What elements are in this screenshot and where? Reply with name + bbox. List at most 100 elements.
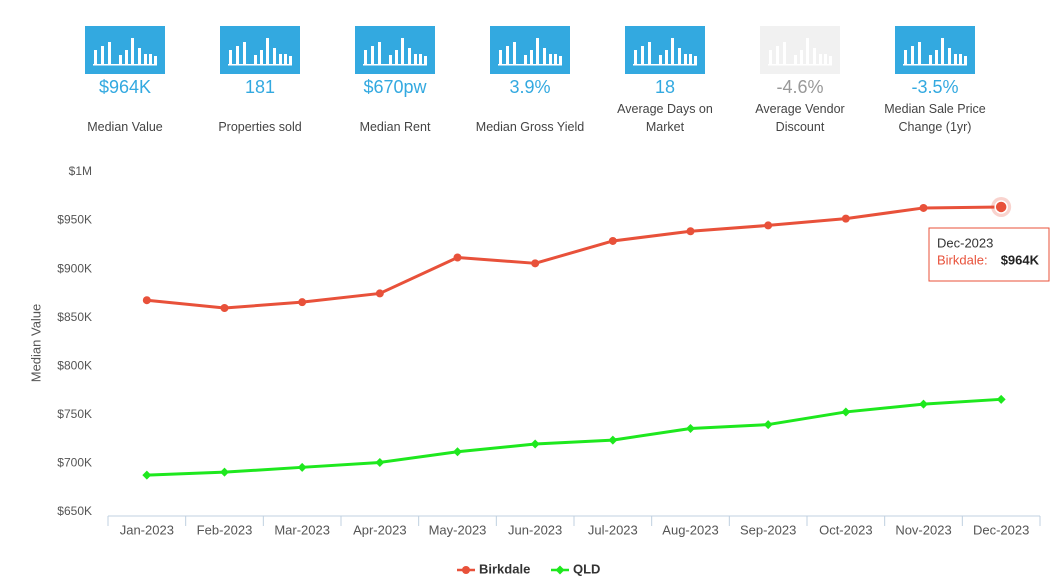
- icon-bar: [948, 48, 951, 64]
- stat-value: 3.9%: [509, 77, 551, 97]
- point: [375, 289, 384, 298]
- stat-value: $964K: [98, 77, 152, 97]
- icon-bar: [536, 38, 539, 64]
- icon-bar: [689, 54, 692, 64]
- icon-bar: [684, 54, 687, 64]
- x-tick-label: Jun-2023: [508, 522, 562, 537]
- icon-bar: [408, 48, 411, 64]
- y-tick-label: $850K: [57, 310, 92, 324]
- stat-icon: [760, 26, 840, 74]
- icon-bar: [273, 48, 276, 64]
- x-tick-label: Dec-2023: [973, 522, 1029, 537]
- point: [608, 236, 617, 245]
- icon-bar: [769, 50, 772, 64]
- stat-value: $670pw: [363, 77, 427, 97]
- tooltip-box: [928, 227, 1050, 282]
- icon-bar: [824, 54, 827, 64]
- icon-bar: [648, 42, 651, 64]
- icon-bar: [125, 50, 128, 64]
- x-tick-label: Mar-2023: [274, 522, 330, 537]
- point: [530, 439, 540, 449]
- point: [453, 253, 462, 262]
- stat-label: Properties sold: [218, 120, 302, 134]
- icon-bar: [671, 38, 674, 64]
- icon-base: [768, 64, 832, 66]
- icon-bar: [929, 55, 932, 64]
- icon-bar: [513, 42, 516, 64]
- y-tick-label: $1M: [69, 164, 92, 178]
- icon-bar: [395, 50, 398, 64]
- icon-bar: [119, 55, 122, 64]
- point: [608, 435, 618, 445]
- point: [841, 407, 851, 417]
- icon-bar: [108, 42, 111, 64]
- stat-label: Median Value: [87, 120, 163, 134]
- y-tick-label: $650K: [57, 504, 92, 518]
- stat-label: Average Days on Market: [617, 102, 713, 134]
- stat-label: Median Sale Price Change (1yr): [884, 102, 986, 134]
- icon-bar: [549, 54, 552, 64]
- stat-icon: [490, 26, 570, 74]
- stat-value: 181: [244, 77, 276, 97]
- icon-bar: [665, 50, 668, 64]
- stat-label: Median Gross Yield: [475, 120, 585, 134]
- point: [763, 420, 773, 430]
- point: [919, 399, 928, 409]
- icon-bar: [378, 42, 381, 64]
- icon-bar: [149, 54, 152, 64]
- legend-label: QLD: [573, 561, 600, 576]
- icon-bar: [243, 42, 246, 64]
- stat-card: 18 Average Days on Market: [609, 26, 721, 136]
- stat-card: 181 Properties sold: [204, 26, 316, 136]
- series-line: [146, 397, 1002, 477]
- point: [142, 296, 151, 305]
- icon-bar: [94, 50, 97, 64]
- icon-bar: [813, 48, 816, 64]
- icon-bar: [941, 38, 944, 64]
- icon-bar: [829, 56, 832, 64]
- stat-icon: [625, 26, 705, 74]
- point: [686, 227, 695, 236]
- icon-bar: [236, 46, 239, 64]
- stat-value: 18: [654, 77, 676, 97]
- point: [686, 423, 695, 433]
- icon-bar: [959, 54, 962, 64]
- icon-bar: [284, 54, 287, 64]
- y-tick-label: $750K: [57, 407, 92, 421]
- point: [453, 447, 462, 457]
- point: [996, 394, 1006, 404]
- icon-bar: [144, 54, 147, 64]
- icon-bar: [289, 56, 292, 64]
- icon-bar: [819, 54, 822, 64]
- icon-base: [363, 64, 427, 66]
- icon-bar: [424, 56, 427, 64]
- icon-bar: [911, 46, 914, 64]
- icon-bar: [794, 55, 797, 64]
- icon-bar: [524, 55, 527, 64]
- tooltip-label: Birkdale:: [937, 252, 988, 267]
- icon-bar: [371, 46, 374, 64]
- stat-label: Median Rent: [359, 120, 431, 134]
- point: [531, 259, 540, 268]
- icon-bar: [389, 55, 392, 64]
- point: [142, 470, 152, 480]
- stat-label: Average Vendor Discount: [755, 102, 845, 134]
- icon-bar: [419, 54, 422, 64]
- icon-bar: [530, 50, 533, 64]
- x-tick-label: Apr-2023: [353, 522, 406, 537]
- icon-bar: [634, 50, 637, 64]
- legend-marker: [555, 565, 565, 575]
- hover-point: [994, 200, 1008, 214]
- stat-value: -3.5%: [911, 77, 959, 97]
- icon-bar: [554, 54, 557, 64]
- stat-card: -4.6% Average Vendor Discount: [744, 26, 856, 136]
- icon-bar: [776, 46, 779, 64]
- icon-bar: [260, 50, 263, 64]
- tooltip-x: Dec-2023: [937, 235, 993, 250]
- x-tick-label: Sep-2023: [740, 522, 796, 537]
- icon-bar: [543, 48, 546, 64]
- stat-card: $670pw Median Rent: [339, 26, 451, 136]
- icon-base: [228, 64, 292, 66]
- stat-value: -4.6%: [776, 77, 824, 97]
- legend-marker: [462, 566, 470, 574]
